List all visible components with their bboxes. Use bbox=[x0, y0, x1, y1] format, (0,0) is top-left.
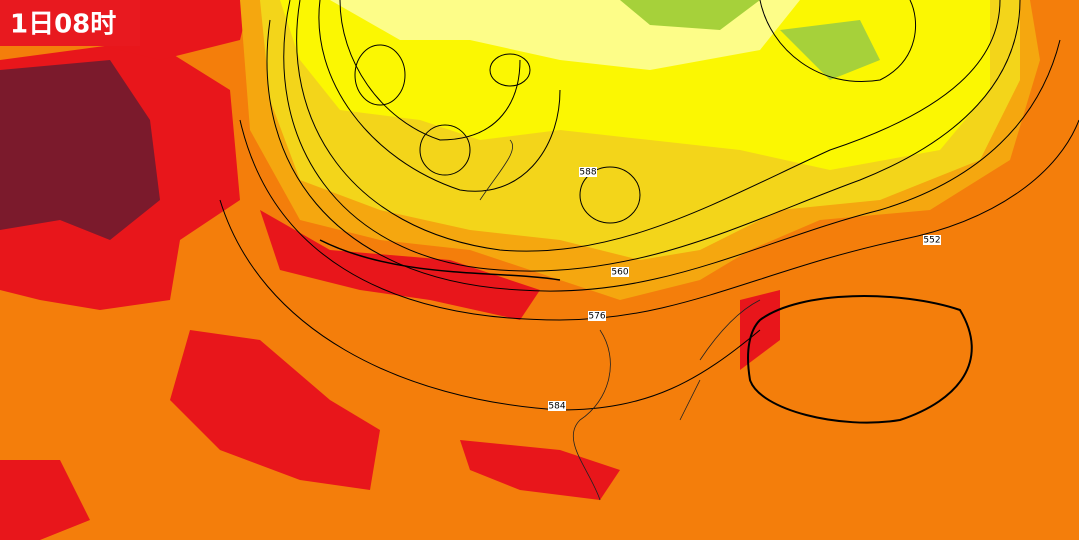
contour-label: 576 bbox=[588, 312, 605, 322]
hot-zone bbox=[460, 440, 620, 500]
contours bbox=[219, 0, 1079, 424]
contour-label: 560 bbox=[611, 268, 628, 278]
coldest-zone bbox=[620, 0, 880, 80]
label-bg bbox=[579, 167, 597, 177]
contour-label: 588 bbox=[579, 168, 596, 178]
label-bg bbox=[611, 267, 629, 277]
contour-label: 584 bbox=[548, 402, 565, 412]
very-hot-zone bbox=[0, 60, 160, 240]
label-bg bbox=[548, 401, 566, 411]
coastlines bbox=[479, 139, 761, 501]
hot-zone bbox=[170, 330, 380, 490]
label-bg bbox=[588, 311, 606, 321]
contour-labels: 576 584 552 560 588 bbox=[548, 167, 941, 412]
time-badge bbox=[0, 0, 140, 46]
contour-label: 552 bbox=[923, 236, 940, 246]
time-label: 1日08时 bbox=[10, 10, 116, 40]
label-bg bbox=[923, 235, 941, 245]
hot-zone bbox=[0, 460, 90, 540]
